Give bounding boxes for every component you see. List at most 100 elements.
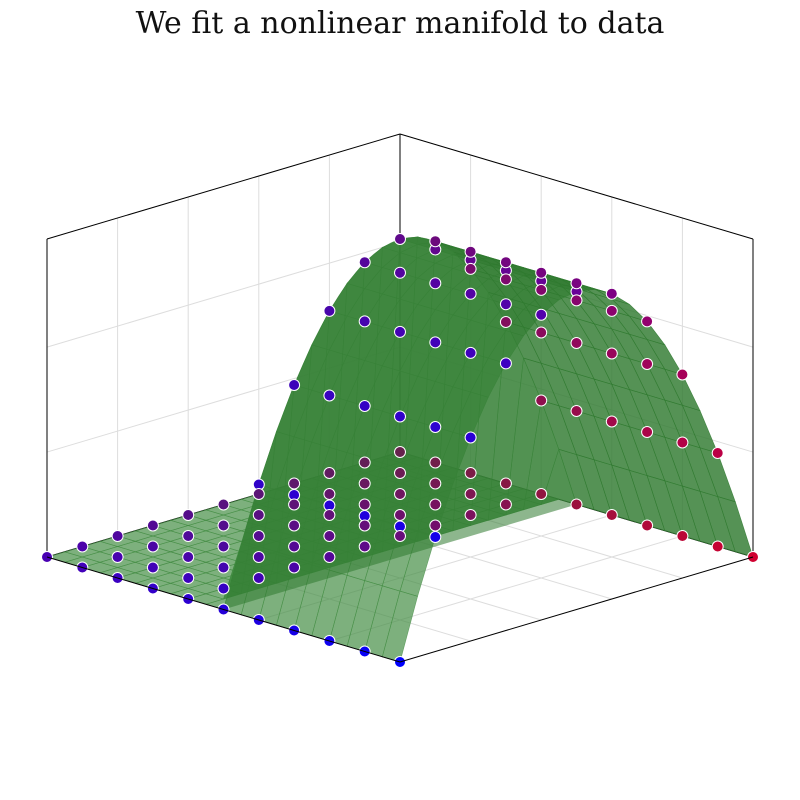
data-point — [288, 477, 301, 490]
data-point — [252, 509, 265, 521]
data-point — [605, 304, 618, 317]
wall-grid-line — [46, 241, 401, 348]
axes-frame-front — [46, 556, 754, 663]
data-point — [464, 287, 477, 300]
data-point — [535, 488, 548, 500]
data-point — [217, 540, 230, 553]
data-point — [429, 498, 442, 511]
data-point — [182, 551, 195, 563]
data-point — [535, 326, 548, 339]
data-point — [182, 509, 195, 521]
data-point — [358, 540, 371, 553]
data-point — [358, 456, 371, 469]
data-point — [252, 572, 265, 584]
data-point — [676, 368, 689, 381]
axis-frame-edge — [46, 556, 401, 663]
data-point — [252, 530, 265, 542]
data-point — [217, 498, 230, 511]
data-point — [570, 277, 583, 290]
data-point — [641, 358, 654, 370]
data-point — [570, 337, 583, 349]
data-point — [358, 477, 371, 490]
data-point — [535, 308, 548, 321]
data-point — [535, 266, 548, 279]
data-point — [358, 315, 371, 328]
data-point — [252, 551, 265, 563]
data-point — [641, 519, 654, 532]
data-point — [252, 488, 265, 500]
data-point — [499, 357, 512, 370]
data-point — [499, 498, 512, 511]
data-point — [323, 467, 336, 479]
data-point — [217, 519, 230, 532]
axis-frame-edge — [46, 133, 401, 240]
data-point — [358, 400, 371, 412]
data-point — [217, 561, 230, 574]
data-point — [146, 561, 159, 574]
data-point — [288, 379, 301, 391]
surface-cliff — [223, 236, 577, 610]
data-point — [429, 531, 442, 543]
data-point — [323, 488, 336, 500]
data-point — [358, 256, 371, 269]
data-point — [429, 336, 442, 349]
data-point — [499, 316, 512, 328]
data-point — [535, 394, 548, 407]
data-point — [711, 447, 724, 459]
data-point — [605, 287, 618, 300]
data-point — [499, 256, 512, 269]
data-point — [605, 415, 618, 428]
data-point — [394, 446, 406, 458]
data-point — [323, 509, 336, 521]
data-point — [394, 233, 406, 245]
data-point — [111, 551, 124, 563]
data-point — [464, 346, 477, 359]
data-point — [535, 283, 548, 296]
data-point — [394, 530, 406, 542]
data-point — [394, 488, 406, 500]
data-point — [288, 519, 301, 532]
data-point — [429, 235, 442, 248]
data-point — [429, 519, 442, 532]
data-point — [111, 530, 124, 542]
data-point — [323, 389, 336, 402]
data-point — [323, 530, 336, 542]
data-point — [464, 509, 477, 521]
data-point — [323, 304, 336, 317]
data-point — [676, 530, 689, 542]
data-point — [288, 561, 301, 574]
data-point — [499, 298, 512, 311]
data-point — [464, 488, 477, 500]
data-point — [394, 509, 406, 521]
data-point — [394, 325, 406, 338]
data-point — [570, 498, 583, 511]
data-point — [358, 519, 371, 532]
data-point — [570, 405, 583, 417]
data-point — [182, 572, 195, 584]
data-point — [464, 262, 477, 275]
data-point — [182, 530, 195, 542]
data-point — [394, 266, 406, 279]
data-point — [499, 477, 512, 490]
data-point — [429, 456, 442, 469]
data-point — [76, 540, 89, 553]
data-point — [641, 315, 654, 328]
chart-title: We fit a nonlinear manifold to data — [135, 6, 665, 41]
data-point — [605, 347, 618, 360]
data-point — [429, 477, 442, 490]
data-point — [394, 410, 406, 423]
data-point — [217, 582, 230, 595]
data-point — [146, 540, 159, 553]
data-point — [499, 273, 512, 286]
data-point — [394, 467, 406, 479]
data-point — [288, 540, 301, 553]
data-point — [464, 467, 477, 479]
data-point — [464, 431, 477, 444]
axis-frame-edge — [399, 556, 754, 663]
data-point — [676, 436, 689, 449]
data-point — [429, 421, 442, 433]
data-point — [358, 498, 371, 511]
data-point — [570, 294, 583, 307]
